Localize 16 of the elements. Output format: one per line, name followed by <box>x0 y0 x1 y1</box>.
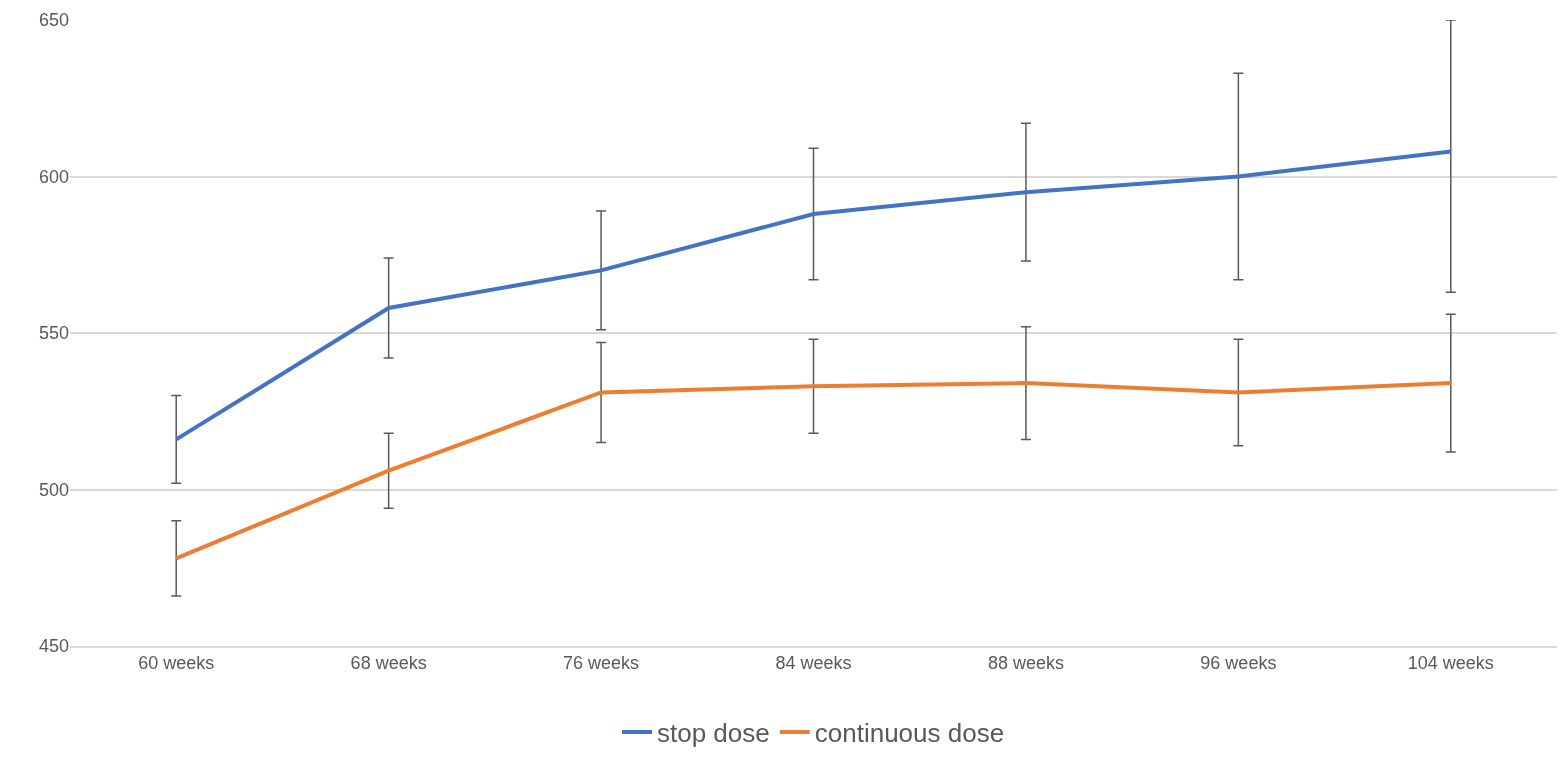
y-tick-label: 500 <box>38 479 69 500</box>
x-tick-label: 76 weeks <box>563 653 640 674</box>
y-tick-label: 550 <box>38 323 69 344</box>
x-tick-label: 84 weeks <box>775 653 852 674</box>
legend-label: continuous dose <box>814 718 1005 749</box>
y-tick-label: 650 <box>38 10 69 31</box>
y-tick-label: 600 <box>38 166 69 187</box>
y-tick-label: 450 <box>38 636 69 657</box>
line-series <box>174 381 1453 561</box>
legend-label: stop dose <box>657 718 770 749</box>
x-tick-label: 104 weeks <box>1407 653 1494 674</box>
line-series <box>174 149 1453 442</box>
x-tick-label: 68 weeks <box>350 653 427 674</box>
x-tick-label: 60 weeks <box>138 653 215 674</box>
x-tick-label: 96 weeks <box>1200 653 1277 674</box>
x-tick-label: 88 weeks <box>987 653 1064 674</box>
